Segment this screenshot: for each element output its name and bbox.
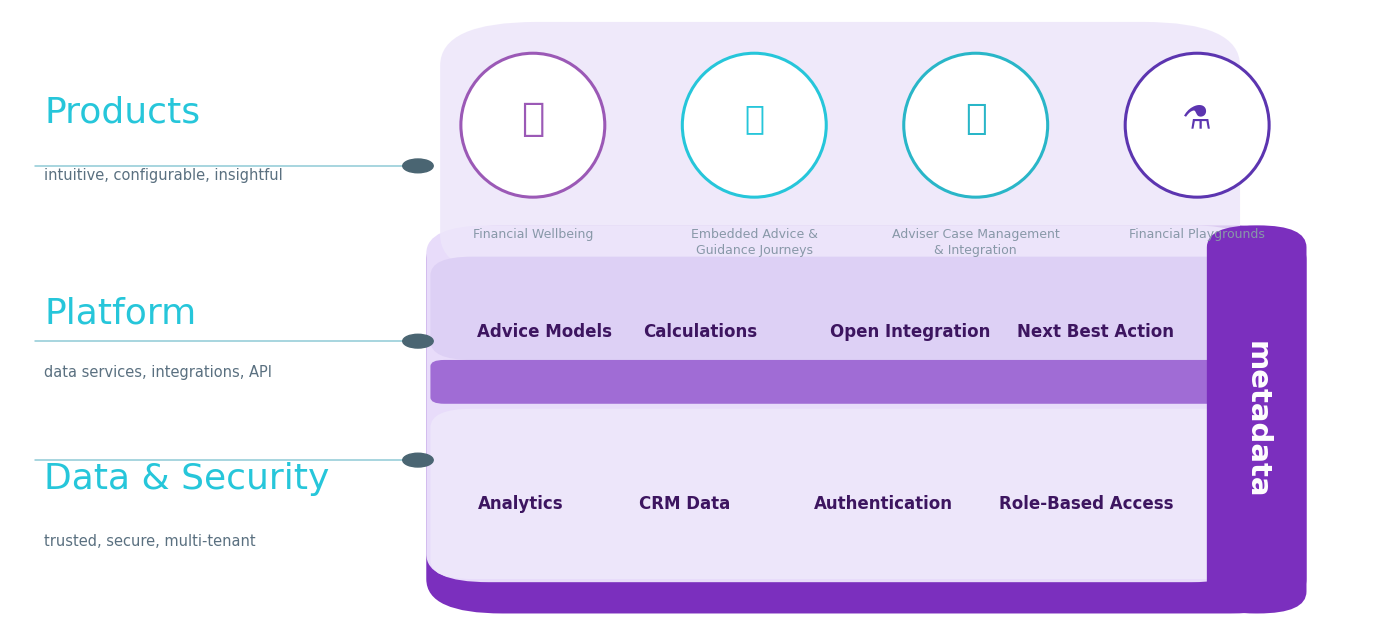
Ellipse shape — [461, 53, 605, 197]
Text: Open Integration: Open Integration — [830, 323, 991, 341]
Text: intuitive, configurable, insightful: intuitive, configurable, insightful — [44, 168, 284, 183]
FancyBboxPatch shape — [430, 257, 1250, 360]
Text: Products: Products — [44, 96, 201, 130]
Ellipse shape — [904, 53, 1048, 197]
Text: Adviser Case Management
& Integration: Adviser Case Management & Integration — [891, 228, 1060, 257]
FancyBboxPatch shape — [440, 22, 1240, 279]
FancyBboxPatch shape — [430, 360, 1250, 404]
Text: CRM Data: CRM Data — [639, 495, 731, 513]
Circle shape — [403, 453, 433, 467]
Text: Financial Wellbeing: Financial Wellbeing — [473, 228, 592, 242]
FancyBboxPatch shape — [426, 225, 1306, 613]
Text: Data & Security: Data & Security — [44, 462, 329, 496]
Text: Role-Based Access: Role-Based Access — [999, 495, 1174, 513]
Text: 👤: 👤 — [965, 102, 987, 136]
Text: Platform: Platform — [44, 296, 197, 330]
Circle shape — [403, 334, 433, 348]
FancyBboxPatch shape — [426, 225, 1254, 582]
Text: 🌸: 🌸 — [522, 100, 544, 138]
FancyBboxPatch shape — [1207, 225, 1306, 613]
Text: Analytics: Analytics — [477, 495, 563, 513]
Text: Authentication: Authentication — [814, 495, 952, 513]
Text: Embedded Advice &
Guidance Journeys: Embedded Advice & Guidance Journeys — [691, 228, 818, 257]
Text: Next Best Action: Next Best Action — [1017, 323, 1174, 341]
Text: trusted, secure, multi-tenant: trusted, secure, multi-tenant — [44, 534, 256, 549]
Circle shape — [403, 159, 433, 173]
Text: Calculations: Calculations — [644, 323, 757, 341]
Ellipse shape — [682, 53, 826, 197]
Text: ⚗: ⚗ — [1182, 103, 1212, 135]
Text: 📊: 📊 — [745, 103, 764, 135]
Text: metadata: metadata — [1243, 341, 1271, 498]
Text: data services, integrations, API: data services, integrations, API — [44, 365, 273, 380]
Ellipse shape — [1125, 53, 1269, 197]
Text: Advice Models: Advice Models — [477, 323, 613, 341]
FancyBboxPatch shape — [430, 409, 1250, 579]
Text: Financial Playgrounds: Financial Playgrounds — [1129, 228, 1265, 242]
